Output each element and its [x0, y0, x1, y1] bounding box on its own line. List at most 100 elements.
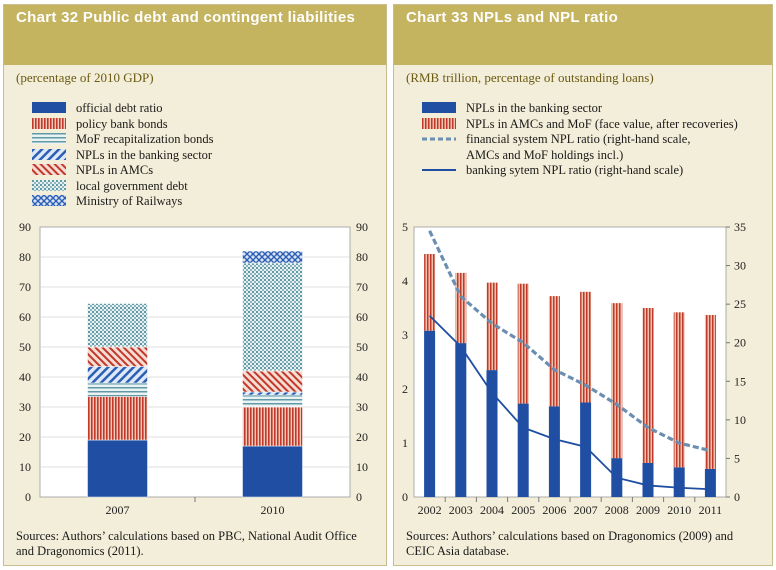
chart-title-bar: Chart 32 Public debt and contingent liab… [4, 5, 386, 65]
chart-subtitle: (RMB trillion, percentage of outstanding… [406, 70, 654, 85]
y-tick-label: 70 [19, 280, 31, 294]
y-tick-label: 40 [19, 370, 31, 384]
legend-label: NPLs in the banking sector [76, 147, 213, 162]
chart-32-panel: Chart 32 Public debt and contingent liab… [3, 4, 387, 566]
x-tick-label: 2006 [542, 503, 566, 515]
y2-tick-label: 15 [734, 374, 746, 388]
x-tick-label: 2010 [261, 503, 285, 515]
bar-segment [642, 462, 654, 497]
stacked-bar-chart: 0 0 10 10 20 20 30 30 40 40 50 50 60 60 70 70 80 80 90 90 20… [19, 220, 368, 515]
x-tick-label: 2008 [605, 503, 629, 515]
chart-33-panel: Chart 33 NPLs and NPL ratio (RMB trillio… [393, 4, 773, 566]
bar-segment [87, 346, 148, 367]
legend-swatch [32, 148, 66, 160]
chart-title-bar: Chart 33 NPLs and NPL ratio [394, 5, 772, 65]
bar-segment [455, 343, 467, 497]
bar-segment [673, 467, 685, 497]
bar-segment [548, 406, 560, 497]
bar-segment [242, 262, 303, 372]
bar-segment [642, 308, 654, 463]
x-tick-label: 2009 [636, 503, 660, 515]
y2-tick-label: 40 [356, 370, 368, 384]
y-tick-label: 30 [19, 400, 31, 414]
bar-segment [242, 370, 303, 393]
bar-segment [611, 303, 623, 459]
legend-swatch [422, 117, 456, 129]
legend-swatch [422, 169, 456, 171]
bar-segment [242, 391, 303, 396]
y2-tick-label: 70 [356, 280, 368, 294]
banking-npl-ratio-line [428, 315, 711, 491]
bar-segment [87, 382, 148, 397]
legend-label: NPLs in AMCs and MoF (face value, after … [466, 116, 738, 131]
chart-subtitle: (percentage of 2010 GDP) [16, 70, 154, 85]
legend-label: policy bank bonds [76, 116, 168, 131]
x-tick-label: 2011 [699, 503, 723, 515]
sources-note: Sources: Authors’ calculations based on … [16, 529, 357, 558]
legend-swatch [32, 195, 66, 206]
x-tick-label: 2002 [418, 503, 442, 515]
y2-tick-label: 10 [356, 460, 368, 474]
bar-segment [424, 254, 436, 331]
x-tick-label: 2005 [511, 503, 535, 515]
legend-swatch [32, 102, 66, 113]
legend-label: financial system NPL ratio (right-hand s… [466, 132, 691, 146]
y2-tick-label: 0 [356, 490, 362, 504]
y-tick-label: 0 [25, 490, 31, 504]
x-tick-label: 2010 [667, 503, 691, 515]
legend-label: AMCs and MoF holdings incl.) [466, 147, 624, 162]
x-tick-label: 2004 [480, 503, 504, 515]
y2-tick-label: 60 [356, 310, 368, 324]
legend-swatch [422, 102, 456, 113]
y-tick-label: 3 [402, 328, 408, 342]
y-tick-label: 50 [19, 340, 31, 354]
y2-tick-label: 35 [734, 220, 746, 234]
legend-label: local government debt [76, 178, 188, 193]
y-tick-label: 2 [402, 382, 408, 396]
bar-segment [517, 283, 529, 404]
legend-label: Ministry of Railways [76, 194, 183, 208]
y2-tick-label: 80 [356, 250, 368, 264]
y2-tick-label: 25 [734, 297, 746, 311]
bar-segment [87, 366, 148, 384]
legend-label: NPLs in AMCs [76, 163, 154, 177]
x-tick-label: 2007 [574, 503, 598, 515]
legend-label: MoF recapitalization bonds [76, 132, 214, 146]
y2-tick-label: 5 [734, 451, 740, 465]
legend-label: NPLs in the banking sector [466, 101, 603, 115]
legend-swatch [32, 179, 66, 191]
bar-segment [424, 330, 436, 497]
y-tick-label: 0 [402, 490, 408, 504]
bar-segment [580, 291, 592, 403]
bar-segment [87, 396, 148, 441]
y2-tick-label: 30 [356, 400, 368, 414]
y-tick-label: 60 [19, 310, 31, 324]
legend-swatch [32, 133, 66, 144]
bar-segment [580, 402, 592, 497]
bar-segment [87, 439, 148, 498]
plot-area [39, 226, 351, 498]
chart-title: Chart 32 Public debt and contingent liab… [16, 9, 356, 26]
y2-tick-label: 20 [734, 336, 746, 350]
bar-segment [704, 315, 716, 469]
bar-segment [486, 282, 498, 371]
legend-swatch [422, 137, 456, 141]
y2-tick-label: 20 [356, 430, 368, 444]
y-tick-label: 4 [402, 274, 408, 288]
y-tick-label: 80 [19, 250, 31, 264]
npl-chart: 0 1 2 3 4 5 0 5 10 15 20 25 30 35 2002 2003 2004 2005 2006… [402, 220, 746, 515]
legend-swatch [32, 117, 66, 129]
x-tick-label: 2007 [106, 503, 130, 515]
bar-segment [242, 445, 303, 498]
bar-segment [87, 303, 148, 348]
bar-segment [517, 403, 529, 497]
y-tick-label: 90 [19, 220, 31, 234]
y-tick-label: 1 [402, 436, 408, 450]
legend-label: official debt ratio [76, 101, 163, 115]
legend-swatch [32, 164, 66, 175]
bar-segment [704, 468, 716, 497]
bar-segment [455, 272, 467, 344]
bar-segment [242, 406, 303, 447]
bar-segment [242, 250, 303, 264]
y-tick-label: 5 [402, 220, 408, 234]
